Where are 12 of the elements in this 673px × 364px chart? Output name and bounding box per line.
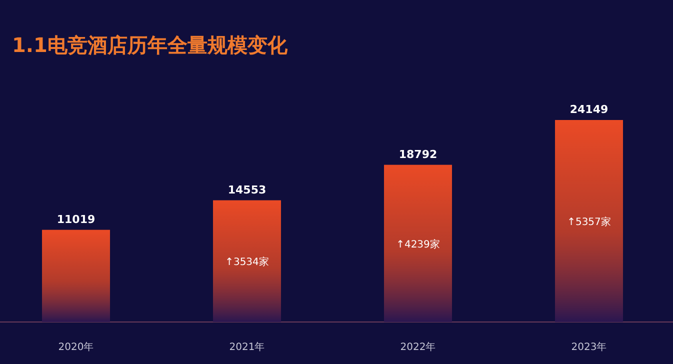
x-tick-label: 2022年 xyxy=(400,341,436,353)
x-tick-label: 2021年 xyxy=(229,341,265,353)
chart-title: 1.1电竞酒店历年全量规模变化 xyxy=(12,33,288,57)
annotation: ↑4239家 xyxy=(396,238,440,250)
annotation: ↑3534家 xyxy=(225,256,269,268)
data-label: 18792 xyxy=(398,148,438,161)
x-tick-label: 2020年 xyxy=(58,341,94,353)
data-label: 24149 xyxy=(570,103,608,116)
x-tick-label: 2023年 xyxy=(571,341,607,353)
data-label: 11019 xyxy=(56,212,96,226)
annotation: ↑5357家 xyxy=(567,216,611,228)
data-label: 14553 xyxy=(228,183,266,196)
